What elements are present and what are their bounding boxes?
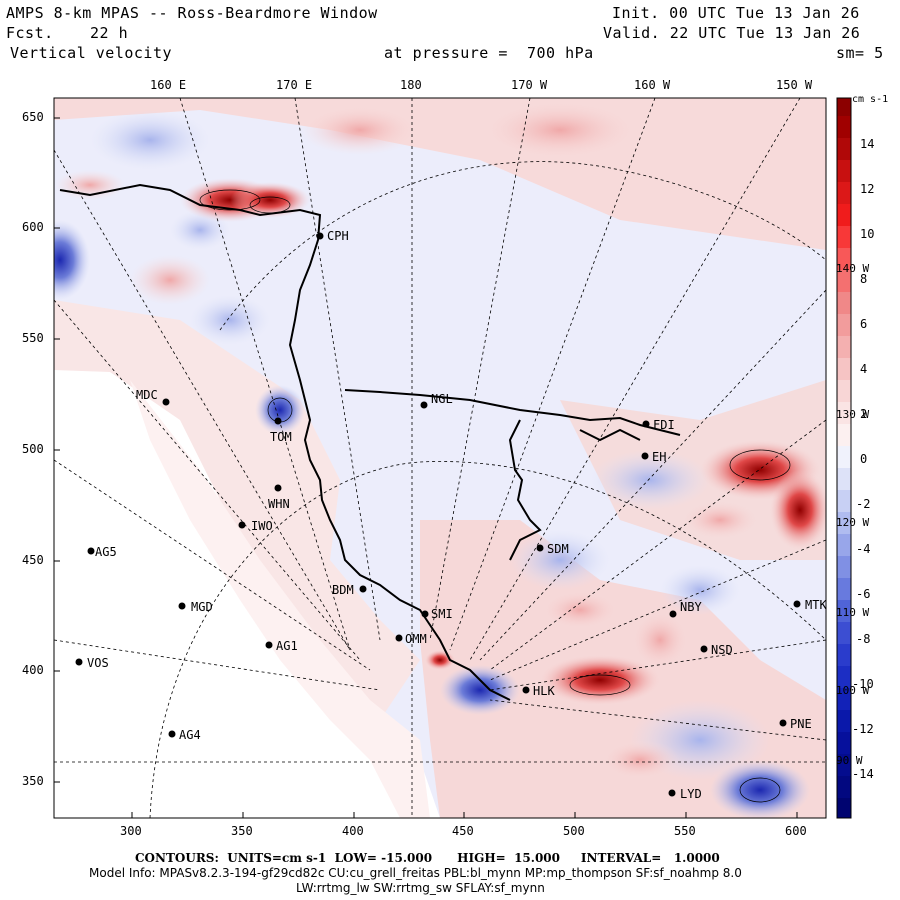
lon-label-160e: 160 E: [150, 78, 187, 92]
lon-label-160w: 160 W: [634, 78, 671, 92]
y-label-400: 400: [22, 663, 44, 677]
station-label: AG4: [179, 728, 201, 742]
lon-label-120w: 120 W: [836, 516, 870, 529]
y-label-500: 500: [22, 442, 44, 456]
colorbar-label-neg12: -12: [852, 722, 874, 736]
lon-label-150w: 150 W: [776, 78, 813, 92]
y-label-350: 350: [22, 774, 44, 788]
valid-time: Valid. 22 UTC Tue 13 Jan 26: [603, 24, 861, 42]
colorbar-units: cm s-1: [852, 94, 889, 105]
colorbar-label-neg4: -4: [856, 542, 871, 556]
forecast-hour: 22 h: [90, 24, 129, 42]
station-label: EH: [652, 450, 667, 464]
pressure-level: at pressure = 700 hPa: [384, 44, 594, 62]
field-name: Vertical velocity: [10, 44, 173, 62]
x-label-600: 600: [785, 824, 807, 838]
station-label: BDM: [332, 583, 354, 597]
colorbar-label-neg6: -6: [856, 587, 871, 601]
x-label-450: 450: [452, 824, 474, 838]
station-label: NGL: [431, 392, 453, 406]
station-label: SDM: [547, 542, 569, 556]
lon-label-90w: 90 W: [836, 754, 863, 767]
station-label: NBY: [680, 600, 702, 614]
lon-label-170w: 170 W: [511, 78, 548, 92]
lon-label-130w: 130 W: [836, 408, 870, 421]
colorbar-label-6: 6: [860, 317, 868, 331]
lon-label-180: 180: [400, 78, 422, 92]
colorbar-label-0: 0: [860, 452, 868, 466]
colorbar-label-neg2: -2: [856, 497, 871, 511]
lon-label-100w: 100 W: [836, 684, 870, 697]
station-label: CPH: [327, 229, 349, 243]
colorbar-label-8: 8: [860, 272, 868, 286]
station-label: LYD: [680, 787, 702, 801]
station-label: OMM: [405, 632, 427, 646]
shaded-field: [54, 98, 826, 818]
x-label-300: 300: [120, 824, 142, 838]
map-title: AMPS 8-km MPAS -- Ross-Beardmore Window: [6, 4, 378, 22]
lon-label-140w: 140 W: [836, 262, 870, 275]
station-markers: [75, 232, 801, 797]
x-label-400: 400: [342, 824, 364, 838]
colorbar-label-10: 10: [860, 227, 875, 241]
station-label: FDI: [653, 418, 675, 432]
smoothing-value: sm= 5: [836, 44, 884, 62]
colorbar-label-12: 12: [860, 182, 875, 196]
lon-label-170e: 170 E: [276, 78, 313, 92]
station-label: AG1: [276, 639, 298, 653]
station-label: MGD: [191, 600, 213, 614]
colorbar-label-14: 14: [860, 137, 875, 151]
y-label-600: 600: [22, 220, 44, 234]
colorbar-label-4: 4: [860, 362, 868, 376]
lon-label-110w: 110 W: [836, 606, 870, 619]
model-info: Model Info: MPASv8.2.3-194-gf29cd82c CU:…: [89, 866, 742, 880]
station-label: HLK: [533, 684, 555, 698]
colorbar-label-neg14: -14: [852, 767, 874, 781]
colorbar-label-2: 2: [860, 407, 868, 421]
station-label: VOS: [87, 656, 109, 670]
station-label: MDC: [136, 388, 158, 402]
station-label: SMI: [431, 607, 453, 621]
colorbar-label-neg10: -10: [852, 677, 874, 691]
colorbar: [836, 97, 852, 819]
y-label-650: 650: [22, 110, 44, 124]
physics-info: LW:rrtmg_lw SW:rrtmg_sw SFLAY:sf_mynn: [296, 881, 545, 895]
station-label: WHN: [268, 497, 290, 511]
x-label-500: 500: [563, 824, 585, 838]
x-label-350: 350: [231, 824, 253, 838]
station-label: IWO: [251, 519, 273, 533]
colorbar-label-neg8: -8: [856, 632, 871, 646]
station-label: MTK: [805, 598, 827, 612]
y-label-450: 450: [22, 553, 44, 567]
forecast-label: Fcst.: [6, 24, 54, 42]
y-label-550: 550: [22, 331, 44, 345]
contour-info: CONTOURS: UNITS=cm s-1 LOW= -15.000 HIGH…: [135, 851, 720, 865]
station-label: AG5: [95, 545, 117, 559]
station-label: PNE: [790, 717, 812, 731]
station-label: TOM: [270, 430, 292, 444]
station-label: NSD: [711, 643, 733, 657]
x-label-550: 550: [674, 824, 696, 838]
init-time: Init. 00 UTC Tue 13 Jan 26: [612, 4, 860, 22]
